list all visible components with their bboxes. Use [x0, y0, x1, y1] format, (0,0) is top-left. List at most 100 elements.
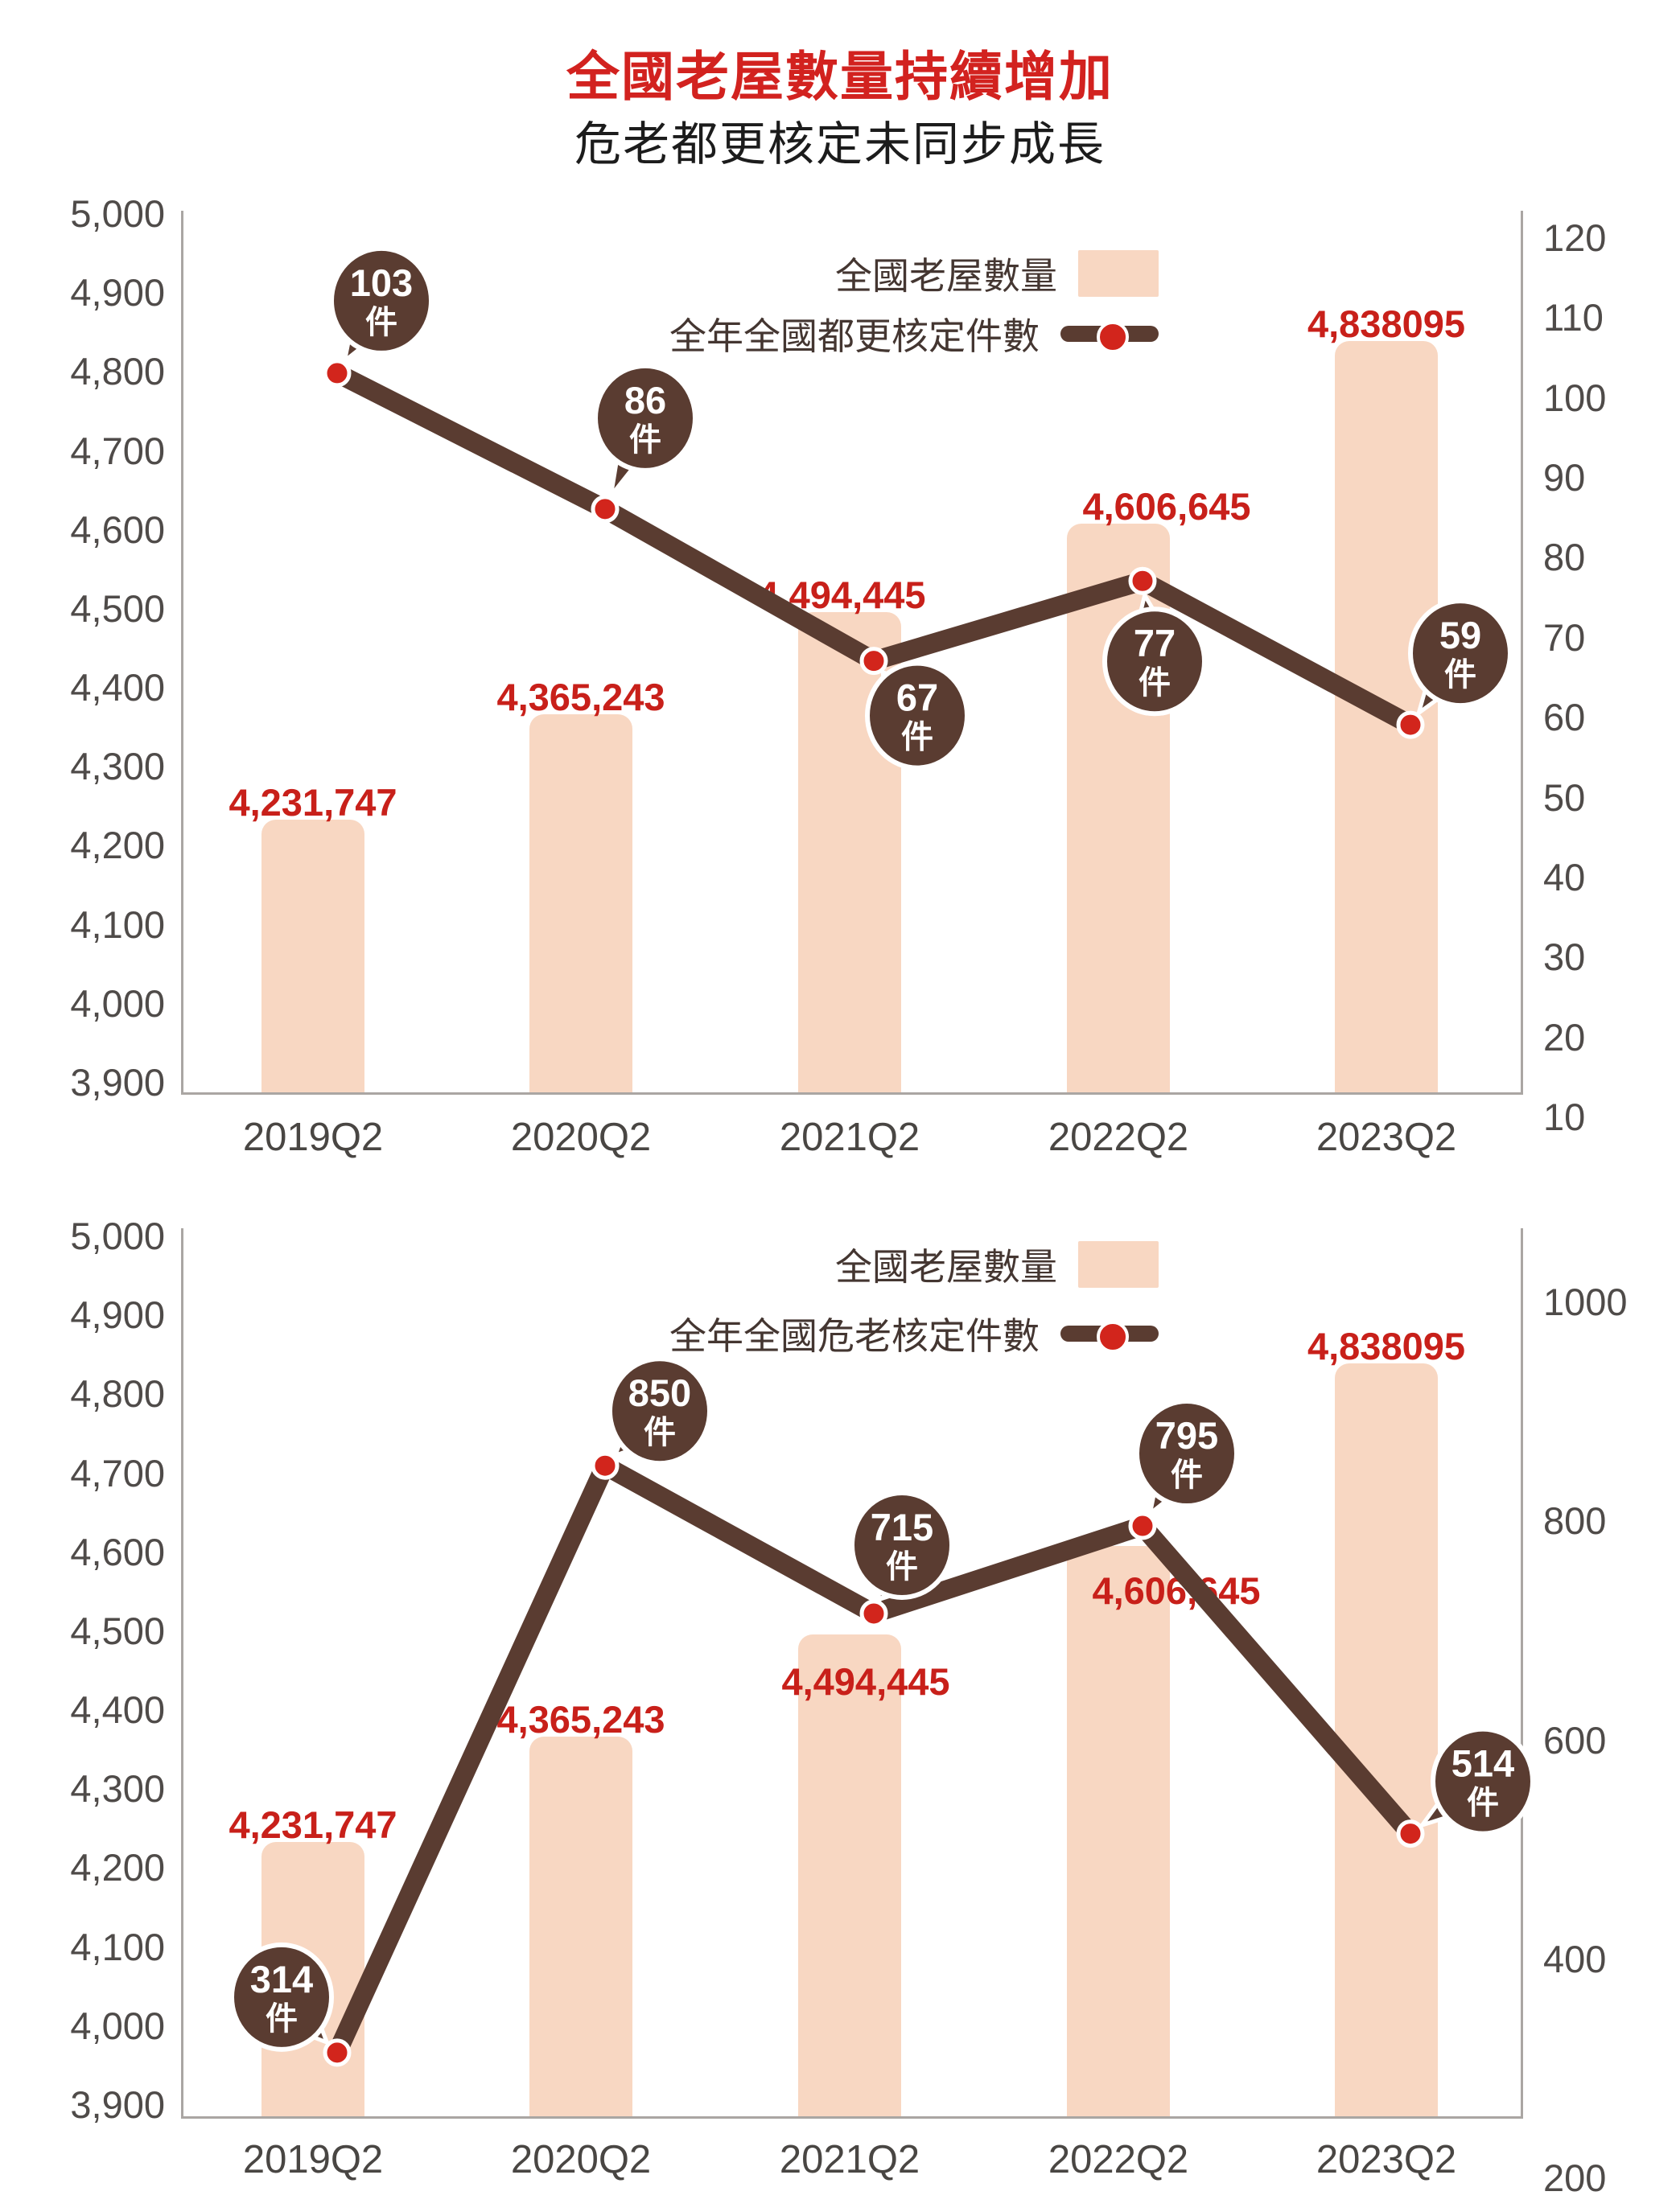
y-axis-left-tick-label: 4,500: [70, 586, 165, 630]
bar-value-label: 4,231,747: [229, 781, 397, 824]
y-axis-right-tick-label: 10: [1543, 1095, 1586, 1138]
y-axis-left-tick-label: 4,400: [70, 1688, 165, 1732]
legend-label: 全年全國都更核定件數: [669, 315, 1040, 357]
bar-value-label: 4,838095: [1307, 302, 1466, 345]
x-axis-tick-label: 2022Q2: [1048, 1116, 1189, 1159]
x-axis-tick-label: 2019Q2: [242, 1116, 384, 1159]
callout-bubble-tail: [1147, 1474, 1184, 1519]
x-axis-tick-label: 2019Q2: [242, 2138, 384, 2181]
callout-bubble: [607, 1356, 712, 1466]
legend-bar-row: 全國老屋數量: [451, 243, 1159, 304]
y-axis-right-tick-label: 40: [1543, 855, 1586, 898]
y-axis-left-tick-label: 5,000: [70, 192, 165, 235]
bar-value-label: 4,494,445: [781, 1660, 950, 1704]
page-title: 全國老屋數量持續增加: [566, 47, 1114, 106]
callout-bubble: [850, 1490, 954, 1600]
x-axis-tick-label: 2023Q2: [1316, 2138, 1457, 2181]
y-axis-left-tick-label: 4,800: [70, 1372, 165, 1416]
bar-value-label: 4,231,747: [229, 1803, 397, 1847]
legend-label: 全國老屋數量: [835, 1246, 1057, 1288]
y-axis-left-tick-label: 4,200: [70, 824, 165, 867]
legend-line-symbol: [1060, 1310, 1159, 1357]
callout-bubble-tail: [611, 1423, 648, 1459]
y-axis-line: [181, 211, 183, 1092]
x-axis-tick-label: 2021Q2: [779, 2138, 920, 2181]
bar: [798, 612, 901, 1092]
callout-value: 103: [350, 261, 413, 304]
data-point-dot: [591, 495, 620, 524]
x-axis-line: [181, 2116, 1523, 2119]
x-axis-tick-label: 2022Q2: [1048, 2138, 1189, 2181]
y-axis-left-tick-label: 4,600: [70, 1530, 165, 1573]
callout-unit: 件: [1171, 1458, 1203, 1493]
y-axis-left-tick-label: 4,500: [70, 1609, 165, 1652]
bar: [529, 714, 632, 1092]
y-axis-right-tick-label: 400: [1543, 1937, 1607, 1980]
y-axis-right-tick-label: 800: [1543, 1499, 1607, 1543]
y-axis-left-tick-label: 5,000: [70, 1215, 165, 1257]
callout-unit: 件: [901, 720, 933, 755]
y-axis-right-tick-label: 70: [1543, 615, 1586, 659]
y-axis-left-tick-label: 4,200: [70, 1846, 165, 1889]
callout-bubble: [593, 363, 698, 473]
bar: [1335, 1363, 1438, 2116]
y-axis-right-tick-label: 20: [1543, 1015, 1586, 1059]
y-axis-left-tick-label: 4,100: [70, 902, 165, 946]
y-axis-right-tick-label: 600: [1543, 1718, 1607, 1762]
y-axis-left-tick-label: 4,300: [70, 1767, 165, 1811]
bar-value-label: 4,365,243: [496, 1698, 665, 1741]
data-point-dot: [1128, 1511, 1157, 1540]
y-axis-left-tick-label: 4,700: [70, 429, 165, 472]
bar: [1335, 340, 1438, 1092]
y-axis-left-tick-label: 4,300: [70, 745, 165, 788]
y-axis-right-tick-label: 30: [1543, 935, 1586, 979]
callout-value: 795: [1155, 1414, 1218, 1457]
legend-line-row: 全年全國都更核定件數: [451, 303, 1159, 364]
y-axis-right-tick-label: 200: [1543, 2156, 1607, 2199]
callout-value: 59: [1439, 614, 1481, 656]
data-point-dot: [591, 1451, 620, 1480]
x-axis-tick-label: 2020Q2: [510, 1116, 652, 1159]
callout-unit: 件: [1444, 657, 1476, 693]
callout-bubble: [1431, 1726, 1535, 1836]
x-axis-tick-label: 2021Q2: [779, 1116, 920, 1159]
y-axis-right-tick-label: 60: [1543, 696, 1586, 739]
legend-bar-swatch: [1078, 1241, 1159, 1288]
page-subtitle: 危老都更核定未同步成長: [574, 118, 1106, 171]
bar: [261, 1842, 364, 2116]
bar-value-label: 4,606,645: [1082, 485, 1251, 528]
callout-value: 850: [628, 1371, 691, 1414]
y-axis-left-tick-label: 4,900: [70, 271, 165, 315]
callout-unit: 件: [644, 1415, 676, 1450]
y-axis-right-tick-label: 80: [1543, 536, 1586, 579]
bar-value-label: 4,838095: [1307, 1324, 1466, 1367]
y-axis-line: [181, 1228, 183, 2116]
callout-value: 514: [1451, 1742, 1514, 1785]
legend-line-dot: [1097, 1321, 1129, 1353]
callout-bubble: [329, 245, 434, 356]
callout-unit: 件: [629, 422, 661, 458]
x-axis-tick-label: 2023Q2: [1316, 1116, 1457, 1159]
legend-line-dot: [1097, 321, 1129, 353]
data-point-dot: [859, 1599, 888, 1628]
data-point-dot: [323, 359, 352, 388]
y-axis-right-tick-label: 50: [1543, 775, 1586, 819]
bar: [1067, 524, 1170, 1092]
legend-label: 全國老屋數量: [835, 255, 1057, 297]
y-axis-line: [1521, 1228, 1523, 2116]
bar-value-label: 4,606,645: [1092, 1569, 1261, 1613]
callout-bubble-tail: [341, 321, 378, 366]
callout-unit: 件: [1467, 1786, 1499, 1821]
bar: [261, 820, 364, 1092]
callout-bubble-tail: [607, 442, 646, 504]
y-axis-left-tick-label: 4,700: [70, 1451, 165, 1495]
callout-unit: 件: [886, 1549, 918, 1585]
y-axis-right-tick-label: 90: [1543, 456, 1586, 500]
x-axis-line: [181, 1092, 1523, 1095]
callout-bubble: [1134, 1399, 1239, 1509]
y-axis-left-tick-label: 4,800: [70, 350, 165, 393]
callout-bubble-tail: [874, 1569, 904, 1605]
y-axis-right-tick-label: 120: [1543, 216, 1607, 259]
y-axis-left-tick-label: 4,900: [70, 1293, 165, 1337]
